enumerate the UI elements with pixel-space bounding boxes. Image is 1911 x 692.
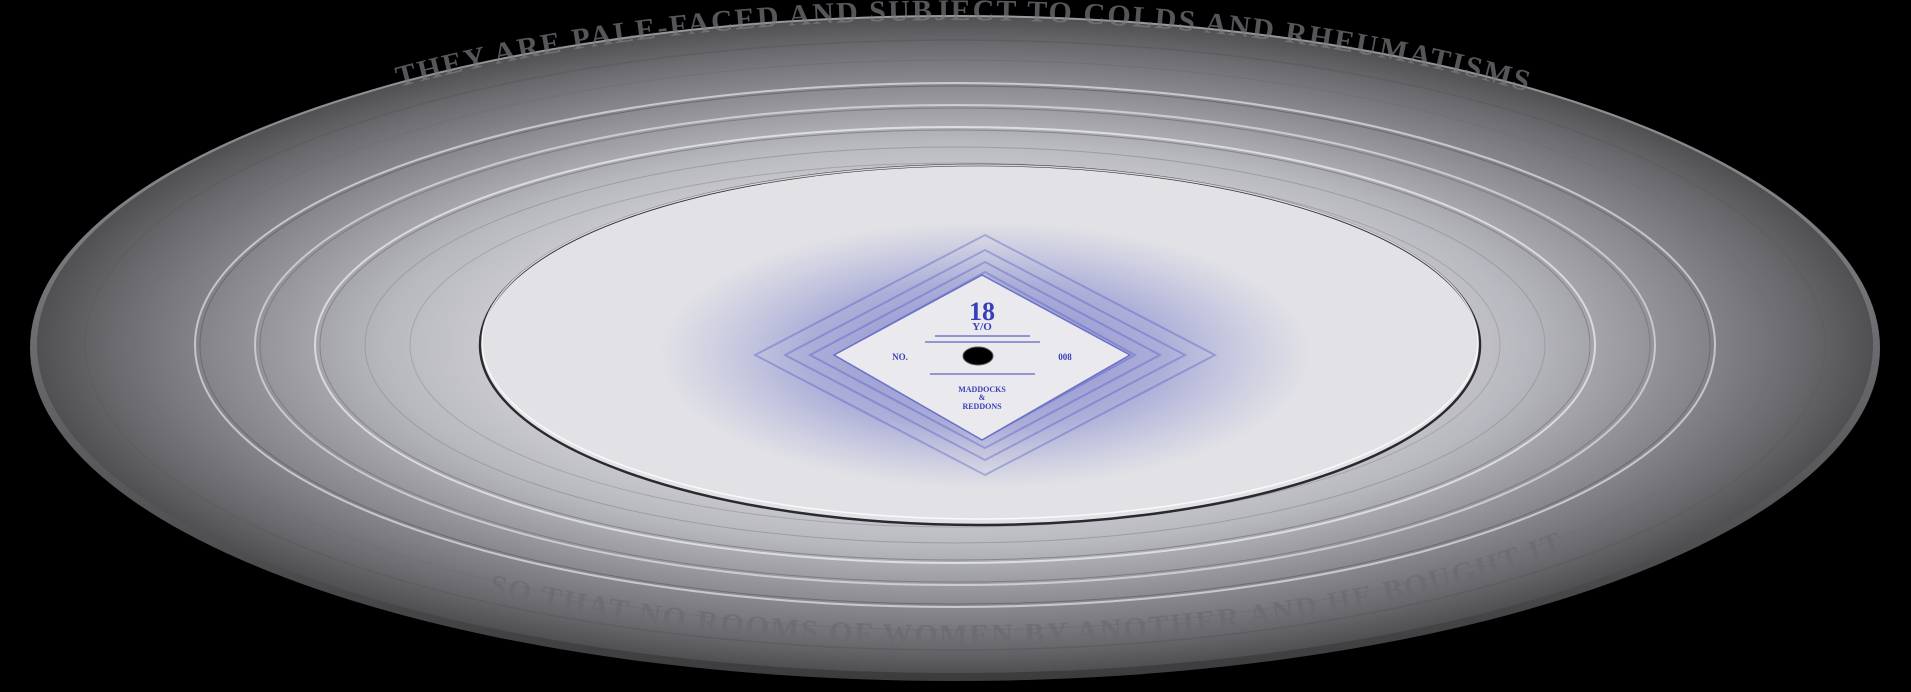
- label-brand-line1: MADDOCKS: [958, 385, 1006, 394]
- spindle-hole: [962, 346, 994, 366]
- label-brand-line2: &: [979, 393, 986, 402]
- label-brand-line3: REDDONS: [962, 402, 1002, 411]
- label-age-number: 18: [969, 297, 995, 326]
- groove-rings: [84, 39, 1826, 651]
- label-no-text: NO.: [892, 352, 908, 362]
- label-age-unit: Y/O: [972, 321, 992, 333]
- label-catalog-number: 008: [1058, 352, 1072, 362]
